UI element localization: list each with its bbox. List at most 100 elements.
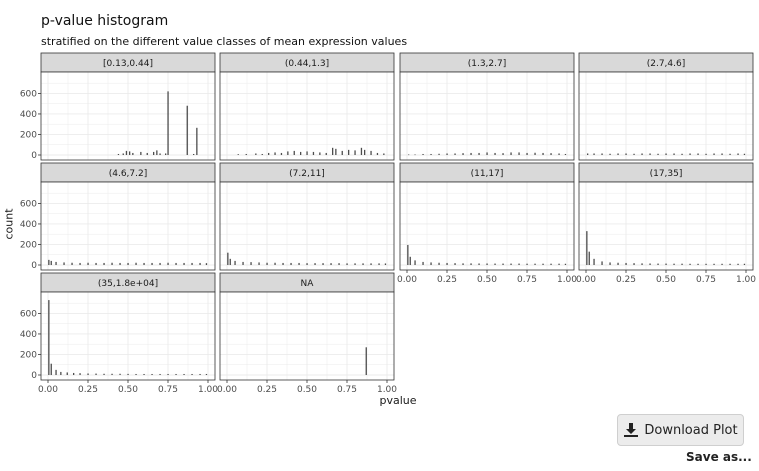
facet-border — [40, 71, 216, 161]
histogram-bar — [510, 152, 512, 155]
histogram-bar — [127, 373, 129, 375]
histogram-bar — [542, 263, 544, 265]
histogram-bar — [518, 152, 520, 155]
save-as-link[interactable]: Save as... — [686, 450, 752, 464]
histogram-bar — [127, 262, 129, 265]
histogram-bar — [365, 347, 367, 375]
histogram-bar — [601, 153, 603, 155]
histogram-bar — [518, 263, 520, 265]
histogram-bar — [306, 263, 308, 265]
histogram-bar — [261, 153, 263, 155]
histogram-bar — [298, 262, 300, 265]
histogram-bar — [494, 263, 496, 265]
histogram-bar — [167, 262, 169, 265]
histogram-bar — [330, 263, 332, 265]
x-tick-label: 0.00 — [38, 385, 58, 395]
histogram-bar — [586, 231, 588, 265]
download-plot-button[interactable]: Download Plot — [617, 414, 744, 446]
facet-border — [578, 71, 754, 161]
histogram-bar — [335, 148, 337, 155]
y-tick-label: 400 — [20, 110, 37, 120]
histogram-bar — [454, 153, 456, 155]
histogram-bar — [55, 261, 57, 265]
histogram-bar — [705, 153, 707, 155]
histogram-bar — [609, 153, 611, 155]
x-tick-label: 1.00 — [557, 275, 577, 285]
histogram-bar — [478, 263, 480, 265]
histogram-bar — [550, 153, 552, 155]
histogram-bar — [50, 363, 52, 375]
x-tick-label: 0.75 — [517, 275, 537, 285]
chart-title: p-value histogram — [41, 13, 169, 29]
histogram-bar — [478, 152, 480, 155]
histogram-bar — [609, 262, 611, 265]
histogram-bar — [564, 153, 567, 155]
x-tick-label: 0.75 — [337, 385, 357, 395]
histogram-bar — [287, 151, 289, 155]
histogram-bar — [446, 262, 448, 265]
histogram-bar — [593, 153, 595, 155]
y-tick-label: 0 — [31, 151, 37, 161]
histogram-bar — [132, 152, 134, 155]
histogram-bar — [430, 262, 432, 265]
histogram-bar — [146, 152, 148, 155]
histogram-bar — [280, 152, 283, 155]
y-tick-label: 600 — [20, 89, 37, 99]
histogram-bar — [657, 153, 659, 155]
histogram-bar — [470, 263, 472, 265]
histogram-bar — [73, 372, 75, 375]
histogram-bar — [384, 263, 387, 265]
y-tick-label: 200 — [20, 350, 37, 360]
y-tick-label: 400 — [20, 220, 37, 230]
facet-label: (35,1.8e+04] — [98, 279, 158, 289]
histogram-bar — [446, 153, 448, 155]
histogram-bar — [274, 262, 276, 265]
histogram-bar — [167, 373, 169, 375]
histogram-bar — [274, 152, 276, 155]
facet-border — [219, 181, 395, 271]
histogram-bar — [729, 153, 731, 155]
histogram-bar — [63, 262, 65, 265]
histogram-bar — [502, 263, 504, 265]
histogram-bar — [199, 262, 201, 265]
histogram-bar — [681, 153, 683, 155]
download-plot-label: Download Plot — [644, 422, 738, 438]
histogram-bar — [587, 153, 589, 155]
histogram-bar — [370, 150, 372, 155]
histogram-bar — [306, 151, 308, 155]
histogram-bar — [165, 153, 167, 155]
histogram-bar — [414, 260, 416, 265]
histogram-bar — [617, 153, 619, 155]
histogram-bar — [143, 262, 145, 265]
histogram-bar — [526, 152, 528, 155]
histogram-bar — [338, 263, 340, 265]
histogram-bar — [486, 263, 488, 265]
facet-label: (1.3,2.7] — [468, 59, 507, 69]
histogram-bar — [470, 152, 472, 155]
x-tick-label: 0.25 — [78, 385, 98, 395]
y-tick-label: 400 — [20, 330, 37, 340]
histogram-bar — [633, 263, 635, 265]
x-tick-label: 0.00 — [217, 385, 237, 395]
histogram-bar — [689, 263, 691, 265]
histogram-bar — [534, 152, 536, 155]
histogram-bar — [293, 150, 295, 155]
histogram-bar — [502, 153, 504, 155]
histogram-bar — [721, 263, 723, 265]
histogram-bar — [438, 153, 440, 155]
histogram-bar — [486, 152, 488, 155]
histogram-bar — [135, 373, 137, 375]
histogram-bar — [348, 149, 350, 155]
histogram-bar — [705, 263, 707, 265]
x-tick-label: 1.00 — [198, 385, 218, 395]
histogram-bar — [87, 262, 89, 265]
histogram-bar — [454, 263, 456, 265]
histogram-bar — [713, 153, 715, 155]
histogram-bar — [95, 373, 97, 375]
histogram-bar — [360, 147, 363, 155]
histogram-bar — [199, 373, 201, 375]
histogram-bar — [383, 153, 385, 155]
histogram-bar — [268, 152, 270, 155]
histogram-bar — [689, 153, 691, 155]
histogram-bar — [290, 262, 292, 265]
